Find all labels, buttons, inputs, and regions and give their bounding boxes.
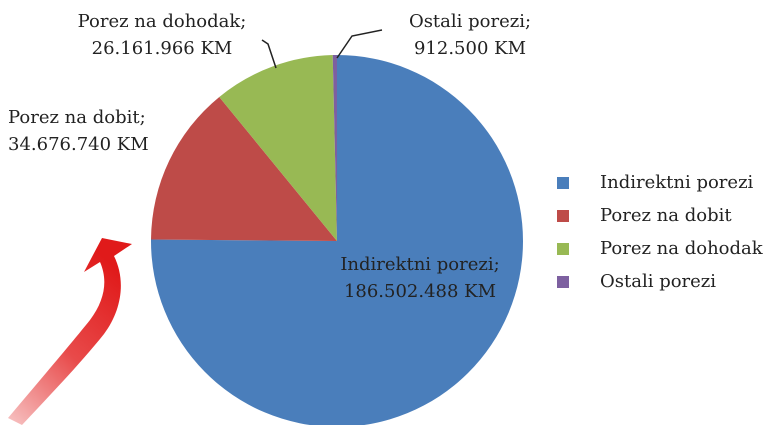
data-label-value: 912.500 KM [414,38,526,59]
chart: Indirektni porezi; 186.502.488 KM Porez na… [0,0,767,425]
legend-swatch [557,243,569,255]
legend-swatch [557,276,569,288]
legend-label: Indirektni porezi [600,172,754,193]
leader-line [262,40,276,68]
legend-label: Ostali porezi [600,271,716,292]
data-label-value: 26.161.966 KM [92,38,233,59]
decorative-arrow [8,238,132,425]
legend-label: Porez na dobit [600,205,732,226]
legend-label: Porez na dohodak [600,238,764,259]
legend-swatch [557,177,569,189]
data-label-title: Porez na dobit; [8,107,146,128]
data-label-title: Porez na dohodak; [78,11,247,32]
leader-line [337,30,382,58]
legend-swatch [557,210,569,222]
legend: Indirektni porezi Porez na dobit Porez na … [557,172,764,292]
data-label-value: 34.676.740 KM [8,134,149,155]
pie [151,55,523,425]
data-label-title: Ostali porezi; [409,11,531,32]
data-label-value: 186.502.488 KM [344,281,496,302]
data-label-title: Indirektni porezi; [340,254,499,275]
